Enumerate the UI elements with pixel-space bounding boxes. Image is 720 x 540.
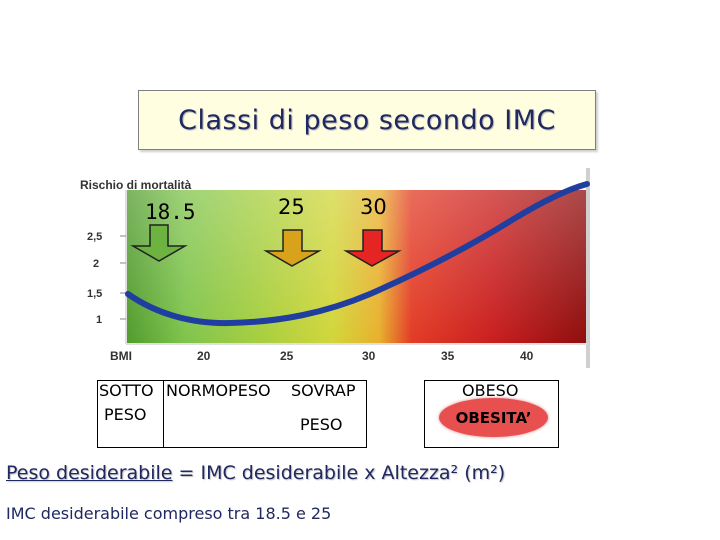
- category-obesity-label: OBESITA’: [455, 408, 532, 427]
- x-tick-35: 35: [441, 349, 455, 363]
- title-box: Classi di peso secondo IMC: [138, 90, 596, 150]
- x-axis-title: BMI: [110, 349, 132, 363]
- formula: Peso desiderabile = IMC desiderabile x A…: [6, 462, 505, 484]
- y-tick-1: 1: [96, 314, 102, 326]
- chart-right-edge: [586, 168, 590, 368]
- y-tick-2-5: 2,5: [87, 231, 102, 243]
- y-tick-1-5: 1,5: [87, 288, 102, 300]
- formula-lead: Peso desiderabile: [6, 462, 173, 484]
- desirable-range-note: IMC desiderabile compreso tra 18.5 e 25: [6, 504, 332, 523]
- arrow-25-icon: [263, 229, 322, 267]
- category-normal-box: [163, 380, 288, 448]
- threshold-label-30: 30: [360, 195, 387, 219]
- y-tick-2: 2: [93, 258, 99, 270]
- bmi-risk-chart: Rischio di mortalità 2,5 2 1,5 1 BMI 20 …: [60, 168, 590, 368]
- risk-zones-sheen: [125, 190, 587, 344]
- category-overweight-line1: SOVRAP: [291, 381, 356, 400]
- bmi-risk-chart-svg: Rischio di mortalità 2,5 2 1,5 1 BMI 20 …: [60, 168, 590, 368]
- obesity-highlight: OBESITA’: [439, 398, 548, 437]
- threshold-label-25: 25: [278, 195, 305, 219]
- x-tick-20: 20: [197, 349, 211, 363]
- category-underweight-line1: SOTTO: [99, 381, 154, 400]
- y-axis-title: Rischio di mortalità: [80, 178, 192, 192]
- arrow-18-5-icon: [130, 224, 188, 262]
- x-tick-25: 25: [280, 349, 294, 363]
- arrow-30-icon: [343, 229, 402, 267]
- x-tick-40: 40: [520, 349, 534, 363]
- category-underweight-line2: PESO: [104, 405, 147, 424]
- mortality-risk-curve: [125, 181, 590, 327]
- page-title: Classi di peso secondo IMC: [178, 104, 556, 136]
- category-overweight-box: [286, 380, 367, 448]
- category-overweight-line2: PESO: [300, 415, 343, 434]
- x-tick-30: 30: [362, 349, 376, 363]
- category-normal-label: NORMOPESO: [166, 381, 271, 400]
- category-underweight-box: [97, 380, 164, 448]
- formula-rest: = IMC desiderabile x Altezza² (m²): [172, 462, 506, 484]
- category-obese-label: OBESO: [462, 381, 519, 400]
- threshold-label-18-5: 18.5: [145, 200, 196, 224]
